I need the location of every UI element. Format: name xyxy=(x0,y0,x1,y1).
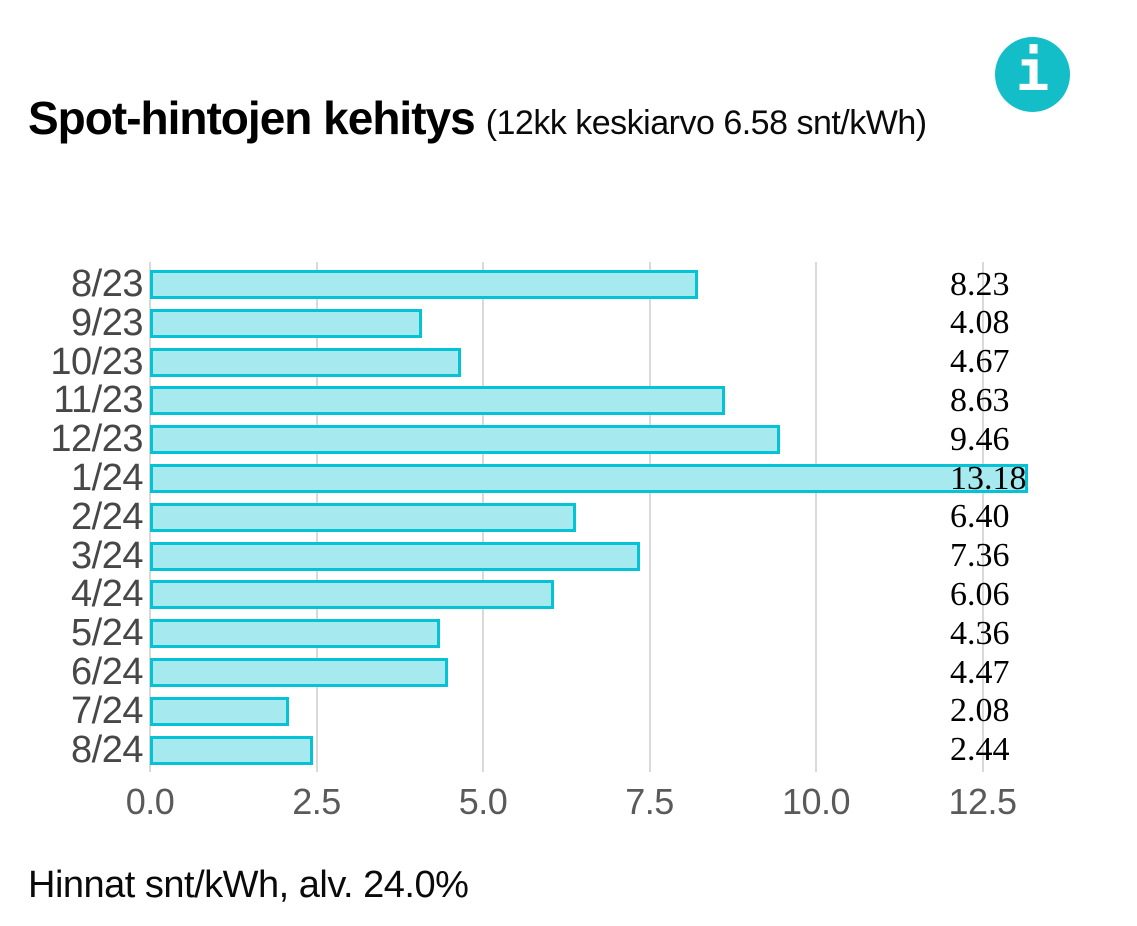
chart-footnote: Hinnat snt/kWh, alv. 24.0% xyxy=(28,864,469,906)
category-label: 11/23 xyxy=(53,379,143,422)
bar-9-23 xyxy=(150,308,422,338)
x-tick-label: 10.0 xyxy=(781,781,851,822)
category-label: 12/23 xyxy=(50,418,143,461)
gridline-7.5 xyxy=(648,262,651,772)
category-label: 2/24 xyxy=(71,495,143,538)
category-label: 3/24 xyxy=(71,534,143,577)
bar-3-24 xyxy=(150,541,641,571)
x-tick-label: 5.0 xyxy=(458,781,508,822)
chart-subtitle: (12kk keskiarvo 6.58 snt/kWh) xyxy=(485,104,927,142)
bar-11-23 xyxy=(150,386,725,416)
x-tick-label: 0.0 xyxy=(125,781,175,822)
bar-2-24 xyxy=(150,502,577,532)
bar-7-24 xyxy=(150,696,289,726)
gridline-10.0 xyxy=(815,262,817,772)
value-label: 8.63 xyxy=(950,381,1010,419)
bar-10-23 xyxy=(150,347,462,377)
category-label: 1/24 xyxy=(71,457,143,499)
x-tick-label: 2.5 xyxy=(292,781,341,822)
value-label: 7.36 xyxy=(950,537,1010,575)
value-label: 2.44 xyxy=(950,731,1010,769)
value-label: 2.08 xyxy=(950,692,1010,730)
x-tick-label: 12.5 xyxy=(948,781,1017,822)
gridline-12.5 xyxy=(981,262,984,772)
category-label: 6/24 xyxy=(71,651,143,693)
category-label: 8/23 xyxy=(71,263,143,305)
category-label: 7/24 xyxy=(71,689,143,732)
category-label: 5/24 xyxy=(71,612,143,655)
value-label: 4.08 xyxy=(950,304,1010,342)
value-label: 13.18 xyxy=(950,459,1027,497)
value-label: 8.23 xyxy=(950,265,1010,303)
value-label: 6.06 xyxy=(950,575,1010,613)
bar-8-23 xyxy=(150,270,699,299)
category-label: 9/23 xyxy=(71,301,143,344)
bar-5-24 xyxy=(150,619,441,649)
x-tick-label: 7.5 xyxy=(625,781,674,822)
value-label: 6.40 xyxy=(950,498,1010,536)
info-button[interactable]: i xyxy=(995,37,1070,112)
bar-12-23 xyxy=(150,425,781,455)
category-label: 8/24 xyxy=(71,728,143,771)
value-label: 9.46 xyxy=(950,420,1010,458)
category-label: 10/23 xyxy=(50,340,143,383)
bar-6-24 xyxy=(150,658,448,687)
value-label: 4.47 xyxy=(950,653,1010,691)
bar-4-24 xyxy=(150,580,554,610)
chart-title: Spot-hintojen kehitys xyxy=(28,92,476,144)
chart-header: Spot-hintojen kehitys (12kk keskiarvo 6.5… xyxy=(28,86,973,162)
category-label: 4/24 xyxy=(71,573,143,616)
bar-8-24 xyxy=(150,735,313,765)
bar-1-24 xyxy=(150,464,1028,493)
info-icon: i xyxy=(1015,38,1050,104)
value-label: 4.36 xyxy=(950,614,1010,652)
value-label: 4.67 xyxy=(950,343,1010,381)
